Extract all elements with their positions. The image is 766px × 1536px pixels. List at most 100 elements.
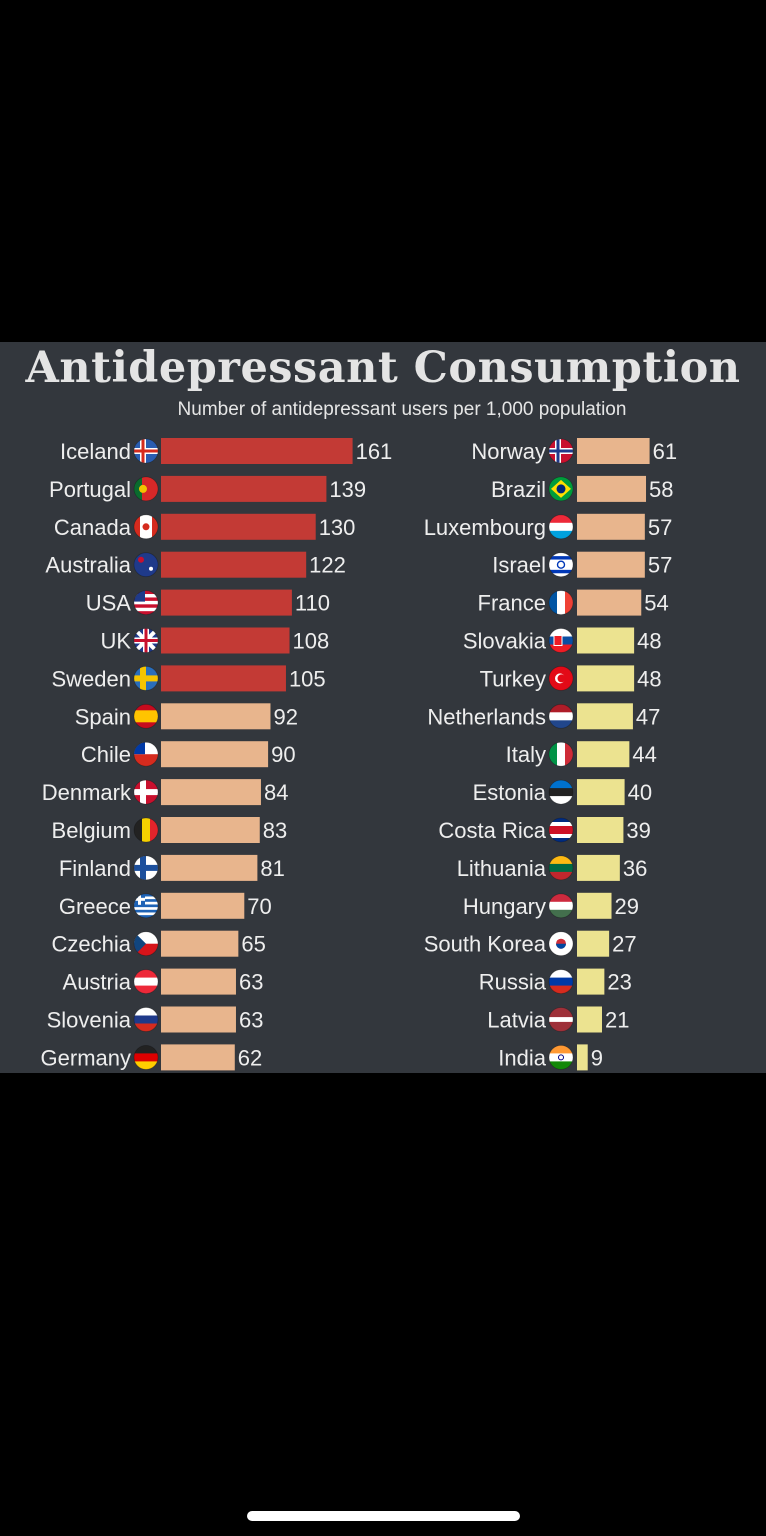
bar-row-greece: Greece 70	[59, 892, 272, 919]
bar-iceland	[161, 438, 353, 464]
bar-row-finland: Finland 81	[59, 854, 285, 881]
bar-belgium	[161, 817, 260, 843]
norway-flag-icon	[548, 438, 574, 464]
slovenia-flag-icon	[133, 1007, 159, 1032]
home-indicator[interactable]	[247, 1511, 520, 1521]
bar-germany	[161, 1044, 235, 1071]
category-label-latvia: Latvia	[487, 1008, 546, 1033]
bar-row-hungary: Hungary 29	[463, 892, 639, 919]
category-label-austria: Austria	[63, 970, 132, 995]
value-label-denmark: 84	[264, 780, 288, 805]
value-label-canada: 130	[319, 515, 356, 540]
bar-row-portugal: Portugal 139	[49, 475, 366, 502]
bar-row-costa-rica: Costa Rica 39	[438, 817, 651, 843]
brazil-flag-icon	[548, 476, 574, 502]
value-label-india: 9	[591, 1045, 603, 1070]
finland-flag-icon	[133, 855, 159, 881]
value-label-spain: 92	[273, 704, 297, 729]
category-label-israel: Israel	[492, 553, 546, 578]
value-label-russia: 23	[607, 970, 631, 995]
bar-row-usa: USA 110	[86, 589, 330, 616]
bar-india	[577, 1044, 588, 1071]
iceland-flag-icon	[133, 438, 159, 464]
bar-norway	[577, 438, 650, 464]
value-label-czechia: 65	[241, 932, 265, 957]
bar-row-slovakia: Slovakia 48	[463, 627, 662, 654]
bar-australia	[161, 551, 307, 578]
category-label-france: France	[478, 591, 546, 616]
bar-row-austria: Austria 63	[63, 968, 263, 995]
value-label-belgium: 83	[263, 818, 287, 843]
value-label-estonia: 40	[628, 780, 652, 805]
usa-flag-icon	[133, 590, 159, 615]
value-label-sweden: 105	[289, 666, 326, 691]
bar-row-chile: Chile 90	[81, 741, 296, 768]
bar-slovakia	[577, 627, 635, 654]
bar-row-india: India 9	[498, 1044, 603, 1071]
france-flag-icon	[548, 590, 574, 615]
slovakia-flag-icon	[548, 628, 574, 653]
category-label-canada: Canada	[54, 515, 132, 540]
value-label-uk: 108	[293, 629, 330, 654]
bar-uk	[161, 627, 290, 654]
bar-row-slovenia: Slovenia 63	[47, 1006, 263, 1033]
value-label-slovenia: 63	[239, 1008, 263, 1033]
bar-hungary	[577, 892, 612, 919]
category-label-spain: Spain	[75, 704, 131, 729]
value-label-lithuania: 36	[623, 856, 647, 881]
category-label-uk: UK	[100, 629, 131, 654]
category-label-south-korea: South Korea	[424, 932, 547, 957]
bar-row-australia: Australia 122	[45, 551, 346, 578]
value-label-greece: 70	[247, 894, 271, 919]
value-label-norway: 61	[653, 439, 677, 464]
category-label-estonia: Estonia	[473, 780, 547, 805]
value-label-finland: 81	[260, 856, 284, 881]
bar-row-turkey: Turkey 48	[480, 665, 662, 692]
greece-flag-icon	[133, 893, 159, 919]
value-label-netherlands: 47	[636, 704, 660, 729]
czechia-flag-icon	[133, 931, 159, 957]
bar-lithuania	[577, 854, 620, 881]
category-label-belgium: Belgium	[52, 818, 131, 843]
denmark-flag-icon	[133, 779, 159, 805]
value-label-luxembourg: 57	[648, 515, 672, 540]
sweden-flag-icon	[133, 666, 159, 691]
bar-row-canada: Canada 130	[54, 513, 356, 540]
estonia-flag-icon	[548, 779, 574, 805]
category-label-russia: Russia	[479, 970, 547, 995]
latvia-flag-icon	[548, 1007, 574, 1032]
value-label-germany: 62	[238, 1045, 262, 1070]
value-label-south-korea: 27	[612, 932, 636, 957]
chart-title: Antidepressant Consumption	[25, 343, 741, 393]
chart-subtitle: Number of antidepressant users per 1,000…	[177, 399, 627, 420]
category-label-chile: Chile	[81, 742, 131, 767]
value-label-latvia: 21	[605, 1008, 629, 1033]
italy-flag-icon	[548, 741, 574, 767]
value-label-iceland: 161	[356, 439, 393, 464]
bar-czechia	[161, 930, 239, 957]
bar-finland	[161, 854, 258, 881]
category-label-slovenia: Slovenia	[47, 1008, 132, 1033]
turkey-flag-icon	[548, 666, 574, 691]
category-label-czechia: Czechia	[52, 932, 132, 957]
belgium-flag-icon	[133, 817, 159, 843]
value-label-slovakia: 48	[637, 629, 661, 654]
category-label-italy: Italy	[506, 742, 546, 767]
bar-row-netherlands: Netherlands 47	[427, 703, 660, 730]
bar-row-czechia: Czechia 65	[52, 930, 266, 957]
bar-row-israel: Israel 57	[492, 551, 672, 578]
bar-row-south-korea: South Korea 27	[424, 930, 637, 957]
canada-flag-icon	[133, 514, 159, 540]
category-label-australia: Australia	[45, 553, 131, 578]
bar-row-belgium: Belgium 83	[52, 817, 287, 843]
category-label-iceland: Iceland	[60, 439, 131, 464]
bar-italy	[577, 741, 630, 768]
category-label-turkey: Turkey	[480, 666, 546, 691]
bar-luxembourg	[577, 513, 645, 540]
bar-latvia	[577, 1006, 602, 1033]
category-label-lithuania: Lithuania	[457, 856, 547, 881]
netherlands-flag-icon	[548, 703, 574, 729]
bar-netherlands	[577, 703, 633, 730]
value-label-france: 54	[644, 591, 668, 616]
category-label-usa: USA	[86, 591, 132, 616]
